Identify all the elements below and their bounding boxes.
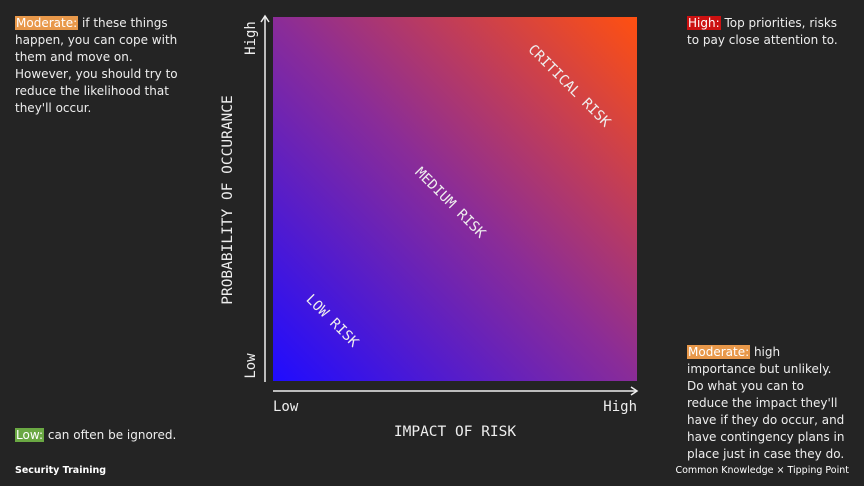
- x-low: Low: [273, 399, 299, 415]
- footer-right: Common Knowledge × Tipping Point: [675, 465, 849, 476]
- axes: [260, 14, 639, 396]
- y-high: High: [243, 21, 259, 55]
- note-label: Moderate:: [687, 345, 751, 359]
- note: Moderate: if these things happen, you ca…: [15, 15, 180, 117]
- note-label: High:: [687, 16, 721, 30]
- matrix-area: [273, 17, 637, 381]
- note-label: Low:: [15, 428, 45, 442]
- note: Moderate: high importance but unlikely. …: [687, 344, 847, 463]
- x-title: IMPACT OF RISK: [394, 424, 516, 440]
- y-arrow: [260, 14, 270, 23]
- footer-left: Security Training: [15, 465, 107, 476]
- note: Low: can often be ignored.: [15, 427, 215, 444]
- y-low: Low: [243, 353, 259, 379]
- note-text: if these things happen, you can cope wit…: [15, 16, 178, 115]
- x-high: High: [603, 399, 637, 415]
- x-arrow: [630, 386, 639, 396]
- y-title: PROBABILITY OF OCCURANCE: [220, 95, 236, 305]
- note-text: can often be ignored.: [47, 428, 177, 442]
- note-text: Top priorities, risks to pay close atten…: [687, 16, 838, 47]
- note-label: Moderate:: [15, 16, 79, 30]
- note: High: Top priorities, risks to pay close…: [687, 15, 847, 49]
- note-text: high importance but unlikely. Do what yo…: [687, 345, 845, 461]
